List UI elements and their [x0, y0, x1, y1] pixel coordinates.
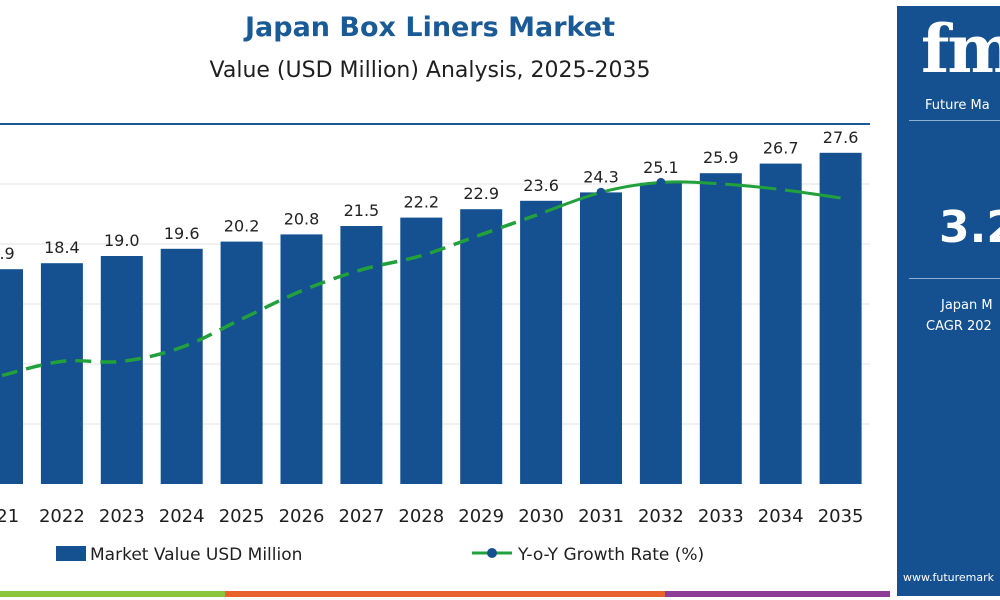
bar-2028 — [400, 217, 443, 484]
fmi-logo: fmi — [921, 10, 1000, 88]
growth-line — [1, 177, 841, 378]
x-tick-2035: 2035 — [818, 506, 864, 527]
chart-subtitle: Value (USD Million) Analysis, 2025-2035 — [209, 58, 651, 83]
x-tick-2033: 2033 — [698, 506, 744, 527]
bar-2022 — [40, 263, 83, 484]
value-label-2033: 25.9 — [703, 148, 739, 167]
divider — [909, 278, 1000, 279]
growth-marker-2030 — [536, 208, 546, 218]
panel-label-cagr: CAGR 202 — [926, 319, 992, 334]
bar-2033 — [699, 173, 742, 484]
legend-bar-label: Market Value USD Million — [90, 545, 302, 565]
x-tick-2027: 2027 — [338, 506, 384, 527]
growth-marker-2033 — [716, 179, 726, 189]
growth-marker-2031 — [596, 187, 606, 197]
legend-line-marker — [487, 548, 497, 558]
strip-orange — [225, 591, 665, 597]
bar-2027 — [340, 226, 383, 484]
value-label-2025: 20.2 — [224, 217, 260, 236]
value-label-2022: 18.4 — [44, 238, 80, 257]
x-tick-2028: 2028 — [398, 506, 444, 527]
x-tick-2022: 2022 — [39, 506, 85, 527]
bar-2023 — [100, 256, 143, 484]
legend-line-label: Y-o-Y Growth Rate (%) — [517, 545, 704, 565]
x-tick-2024: 2024 — [159, 506, 205, 527]
growth-line-forecast — [540, 180, 841, 215]
legend: Market Value USD Million Y-o-Y Growth Ra… — [56, 545, 704, 565]
value-label-2028: 22.2 — [403, 193, 439, 212]
bar-2021 — [0, 269, 23, 484]
bar-2029 — [460, 209, 503, 484]
chart-title: Japan Box Liners Market — [244, 12, 615, 43]
website-link[interactable]: www.futuremark — [903, 571, 995, 584]
x-tick-2031: 2031 — [578, 506, 624, 527]
x-tick-2029: 2029 — [458, 506, 504, 527]
chart-area: 7.9 18.4 19.0 19.6 20.2 20.8 21.5 22.2 22.9 23.6 2… — [0, 123, 870, 565]
value-label-2035: 27.6 — [823, 128, 859, 147]
value-label-2029: 22.9 — [463, 184, 499, 203]
x-tick-2034: 2034 — [758, 506, 804, 527]
brand-name: Future Ma — [925, 98, 990, 113]
growth-marker-2034 — [776, 184, 786, 194]
bar-2026 — [280, 234, 323, 484]
value-labels: 7.9 18.4 19.0 19.6 20.2 20.8 21.5 22.2 22.9 23.6 2… — [0, 128, 858, 263]
x-axis-ticks: 021 2022 2023 2024 2025 2026 2027 2028 2029 2030 2… — [0, 506, 864, 527]
strip-green — [0, 591, 225, 597]
x-tick-2025: 2025 — [219, 506, 265, 527]
value-label-2030: 23.6 — [523, 176, 559, 195]
value-label-2021: 7.9 — [0, 244, 15, 263]
bar-2032 — [639, 182, 682, 485]
x-tick-2021: 021 — [0, 506, 19, 527]
legend-bar-swatch — [56, 546, 86, 561]
panel-label: Japan M — [941, 298, 993, 313]
value-label-2023: 19.0 — [104, 231, 140, 250]
x-tick-2030: 2030 — [518, 506, 564, 527]
value-label-2032: 25.1 — [643, 158, 679, 177]
x-tick-2032: 2032 — [638, 506, 684, 527]
growth-line-historic — [1, 211, 542, 378]
cagr-value: 3.2 — [939, 202, 1000, 253]
bar-2030 — [520, 200, 563, 485]
bars — [0, 152, 862, 485]
value-label-2031: 24.3 — [583, 167, 619, 186]
x-tick-2023: 2023 — [99, 506, 145, 527]
growth-marker-2032 — [656, 177, 666, 187]
x-tick-2026: 2026 — [279, 506, 325, 527]
bottom-color-strip — [0, 588, 890, 600]
bar-2034 — [759, 163, 802, 484]
bar-2031 — [580, 192, 622, 484]
value-label-2024: 19.6 — [164, 224, 200, 243]
value-label-2026: 20.8 — [284, 209, 320, 228]
strip-purple — [665, 591, 890, 597]
value-label-2034: 26.7 — [763, 139, 799, 158]
value-label-2027: 21.5 — [344, 201, 380, 220]
bar-2025 — [220, 241, 263, 484]
bar-2035 — [819, 152, 862, 485]
bar-2024 — [160, 248, 203, 484]
side-panel: fmi Future Ma 3.2 Japan M CAGR 202 www.f… — [897, 6, 1000, 596]
divider — [909, 120, 1000, 121]
